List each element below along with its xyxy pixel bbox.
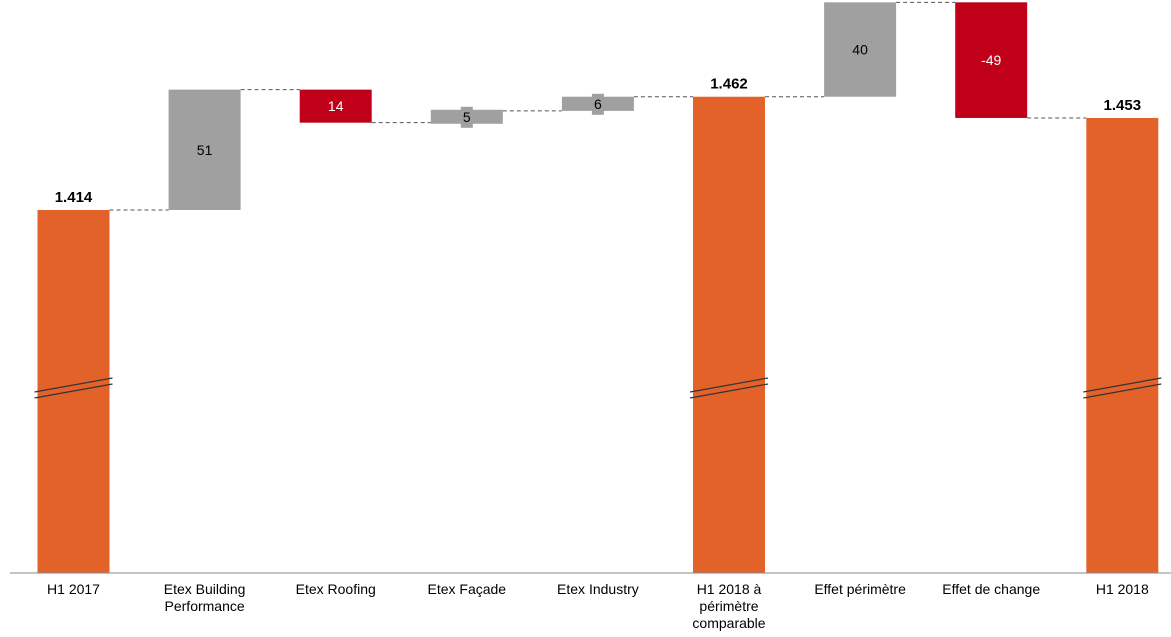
value-label-effet-p-rim-tre: 40 xyxy=(852,42,868,58)
value-label-effet-de-change: -49 xyxy=(981,52,1001,68)
category-label-h1-2018: H1 2018 xyxy=(1096,581,1149,597)
break-mark-h1-2018 xyxy=(1083,383,1162,399)
label-box-etex-fa-ade xyxy=(460,106,473,128)
bars xyxy=(37,2,1159,574)
value-label-etex-building-performance: 51 xyxy=(197,142,213,158)
category-labels: H1 2017 Etex Building Performance Etex Roof… xyxy=(47,581,1149,631)
category-label-etex-industry: Etex Industry xyxy=(557,581,639,597)
value-label-etex-fa-ade: 5 xyxy=(463,109,471,125)
value-label-etex-roofing: 14 xyxy=(328,98,344,114)
value-labels: 1.414 51 14 5 6 1.462 40 -49 1.453 xyxy=(55,42,1141,206)
category-label-effet-p-rim-tre: Effet périmètre xyxy=(814,581,906,597)
bar-h1-2018 xyxy=(1086,117,1159,574)
value-label-h1-2017: 1.414 xyxy=(55,189,93,206)
category-label-h1-2017: H1 2017 xyxy=(47,581,100,597)
break-mark-h1-2017 xyxy=(34,377,113,393)
value-label-etex-industry: 6 xyxy=(594,96,602,112)
bar-effet-p-rim-tre xyxy=(824,2,897,97)
break-mark-h1-2018-p-rim-tre-comparable xyxy=(689,377,769,393)
connector-lines xyxy=(109,1,1087,211)
category-label-h1-2018-p-rim-tre-comparable: H1 2018 à périmètre comparable xyxy=(692,581,765,631)
bar-etex-building-performance xyxy=(168,89,241,210)
break-mark-h1-2018-p-rim-tre-comparable xyxy=(689,383,769,399)
category-label-effet-de-change: Effet de change xyxy=(942,581,1040,597)
bar-h1-2018-p-rim-tre-comparable xyxy=(693,96,765,573)
label-box-etex-industry xyxy=(591,93,604,115)
value-label-h1-2018-p-rim-tre-comparable: 1.462 xyxy=(710,76,748,93)
break-mark-h1-2018 xyxy=(1083,377,1162,393)
category-label-etex-fa-ade: Etex Façade xyxy=(427,581,506,597)
axis-break-marks xyxy=(34,377,1162,399)
category-label-etex-roofing: Etex Roofing xyxy=(296,581,376,597)
category-label-etex-building-performance: Etex Building Performance xyxy=(164,581,246,614)
bar-etex-roofing xyxy=(299,89,372,123)
value-label-h1-2018: 1.453 xyxy=(1104,97,1142,114)
break-mark-h1-2017 xyxy=(34,383,113,399)
bar-effet-de-change xyxy=(955,2,1028,118)
